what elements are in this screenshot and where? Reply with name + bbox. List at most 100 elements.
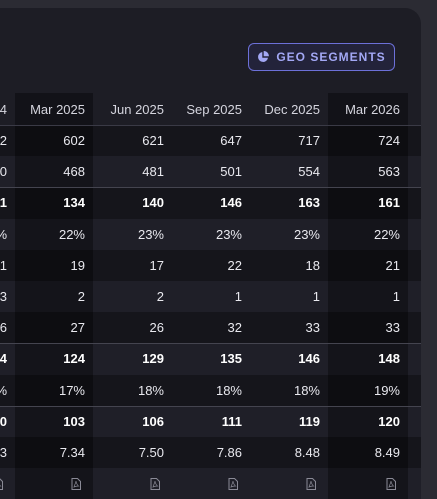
table-cell: 554 [298,164,320,180]
pdf-download-icon[interactable] [250,468,328,499]
pdf-download-icon[interactable] [93,468,172,499]
pdf-icon [386,477,396,490]
table-cell: 120 [378,413,400,429]
table-cell: 468 [63,164,85,180]
table-cell: 134 [63,195,85,211]
row-background [0,405,421,437]
row-background [0,374,421,406]
button-label: GEO SEGMENTS [276,50,386,64]
column-header: 4 [0,101,7,117]
table-cell: 140 [142,195,164,211]
table-cell: 21 [385,257,400,273]
table-cell: 7.34 [59,445,85,461]
column-header: Mar 2026 [345,101,400,117]
highlight-column [328,93,408,499]
highlight-column [15,93,93,499]
table-cell: 3 [0,289,7,305]
row-background [0,437,421,469]
table-panel: GEO SEGMENTS 4 Mar 2025 Jun 2025 Sep 2025 De… [0,8,421,499]
group-rule [0,187,421,189]
table-cell: 23% [137,226,164,242]
pdf-icon [228,477,238,490]
header-rule [0,125,421,126]
table-cell: 6 [0,320,7,336]
table-cell: 1 [312,289,320,305]
row-background [0,125,421,157]
row-background [0,281,421,313]
row-background [0,312,421,344]
geo-segments-button[interactable]: GEO SEGMENTS [248,43,395,71]
table-cell: 2 [0,133,7,149]
table-cell: 22 [227,257,242,273]
pdf-icon [306,477,316,490]
row-background [0,343,421,375]
table-cell: 3 [0,445,7,461]
table-cell: 22% [58,226,85,242]
table-cell: 481 [142,164,164,180]
table-cell: 18 [305,257,320,273]
table-cell: 1 [392,289,400,305]
pdf-icon [71,477,81,490]
table-cell: 8.48 [294,445,320,461]
table-cell: 717 [298,133,320,149]
table-cell: 724 [378,133,400,149]
column-header: Dec 2025 [264,101,320,117]
table-cell: 119 [299,413,320,429]
table-cell: 23% [293,226,320,242]
table-cell: 27 [70,320,85,336]
table-cell: 1 [0,195,7,211]
table-cell: 17% [58,382,85,398]
table-cell: 106 [142,413,164,429]
table-cell: 33 [385,320,400,336]
pdf-download-icon[interactable] [15,468,93,499]
table-cell: 2 [156,289,164,305]
table-cell: 17 [149,257,164,273]
table-cell: 124 [63,351,85,367]
group-rule [0,405,421,407]
table-cell: 32 [227,320,242,336]
table-cell: 501 [220,164,242,180]
table-cell: 621 [142,133,164,149]
table-cell: 0 [0,164,7,180]
row-background [0,218,421,250]
row-background [0,468,421,499]
table-cell: 129 [142,351,164,367]
table-cell: 23% [215,226,242,242]
table-cell: 146 [220,195,242,211]
table-cell: 647 [220,133,242,149]
table-cell: 161 [378,195,400,211]
table-cell: 26 [149,320,164,336]
table-cell: 135 [220,351,242,367]
table-cell: 19 [70,257,85,273]
table-cell: 111 [221,413,242,429]
table-cell: 103 [63,413,85,429]
table-cell: 8.49 [374,445,400,461]
table-cell: 602 [63,133,85,149]
pdf-icon [0,478,3,490]
pie-icon [258,51,270,62]
table-cell: 1 [234,289,242,305]
pdf-download-icon[interactable] [0,468,15,499]
pdf-download-icon[interactable] [172,468,250,499]
table-cell: 33 [305,320,320,336]
table-cell: 19% [373,382,400,398]
table-cell: 4 [0,351,7,367]
table-cell: % [0,219,15,250]
column-header: Sep 2025 [186,101,242,117]
table-cell: 146 [298,351,320,367]
table-cell: 148 [378,351,400,367]
row-background [0,249,421,281]
table-cell: 22% [373,226,400,242]
pdf-download-icon[interactable] [328,468,408,499]
group-rule [0,343,421,345]
table-cell: 563 [378,164,400,180]
table-cell: 163 [298,195,320,211]
column-header: Jun 2025 [110,101,165,117]
pdf-icon [150,477,160,490]
column-header: Mar 2025 [30,101,85,117]
table-cell: % [0,375,15,406]
row-background [0,156,421,188]
table-cell: 0 [0,413,7,429]
table-cell: 18% [215,382,242,398]
